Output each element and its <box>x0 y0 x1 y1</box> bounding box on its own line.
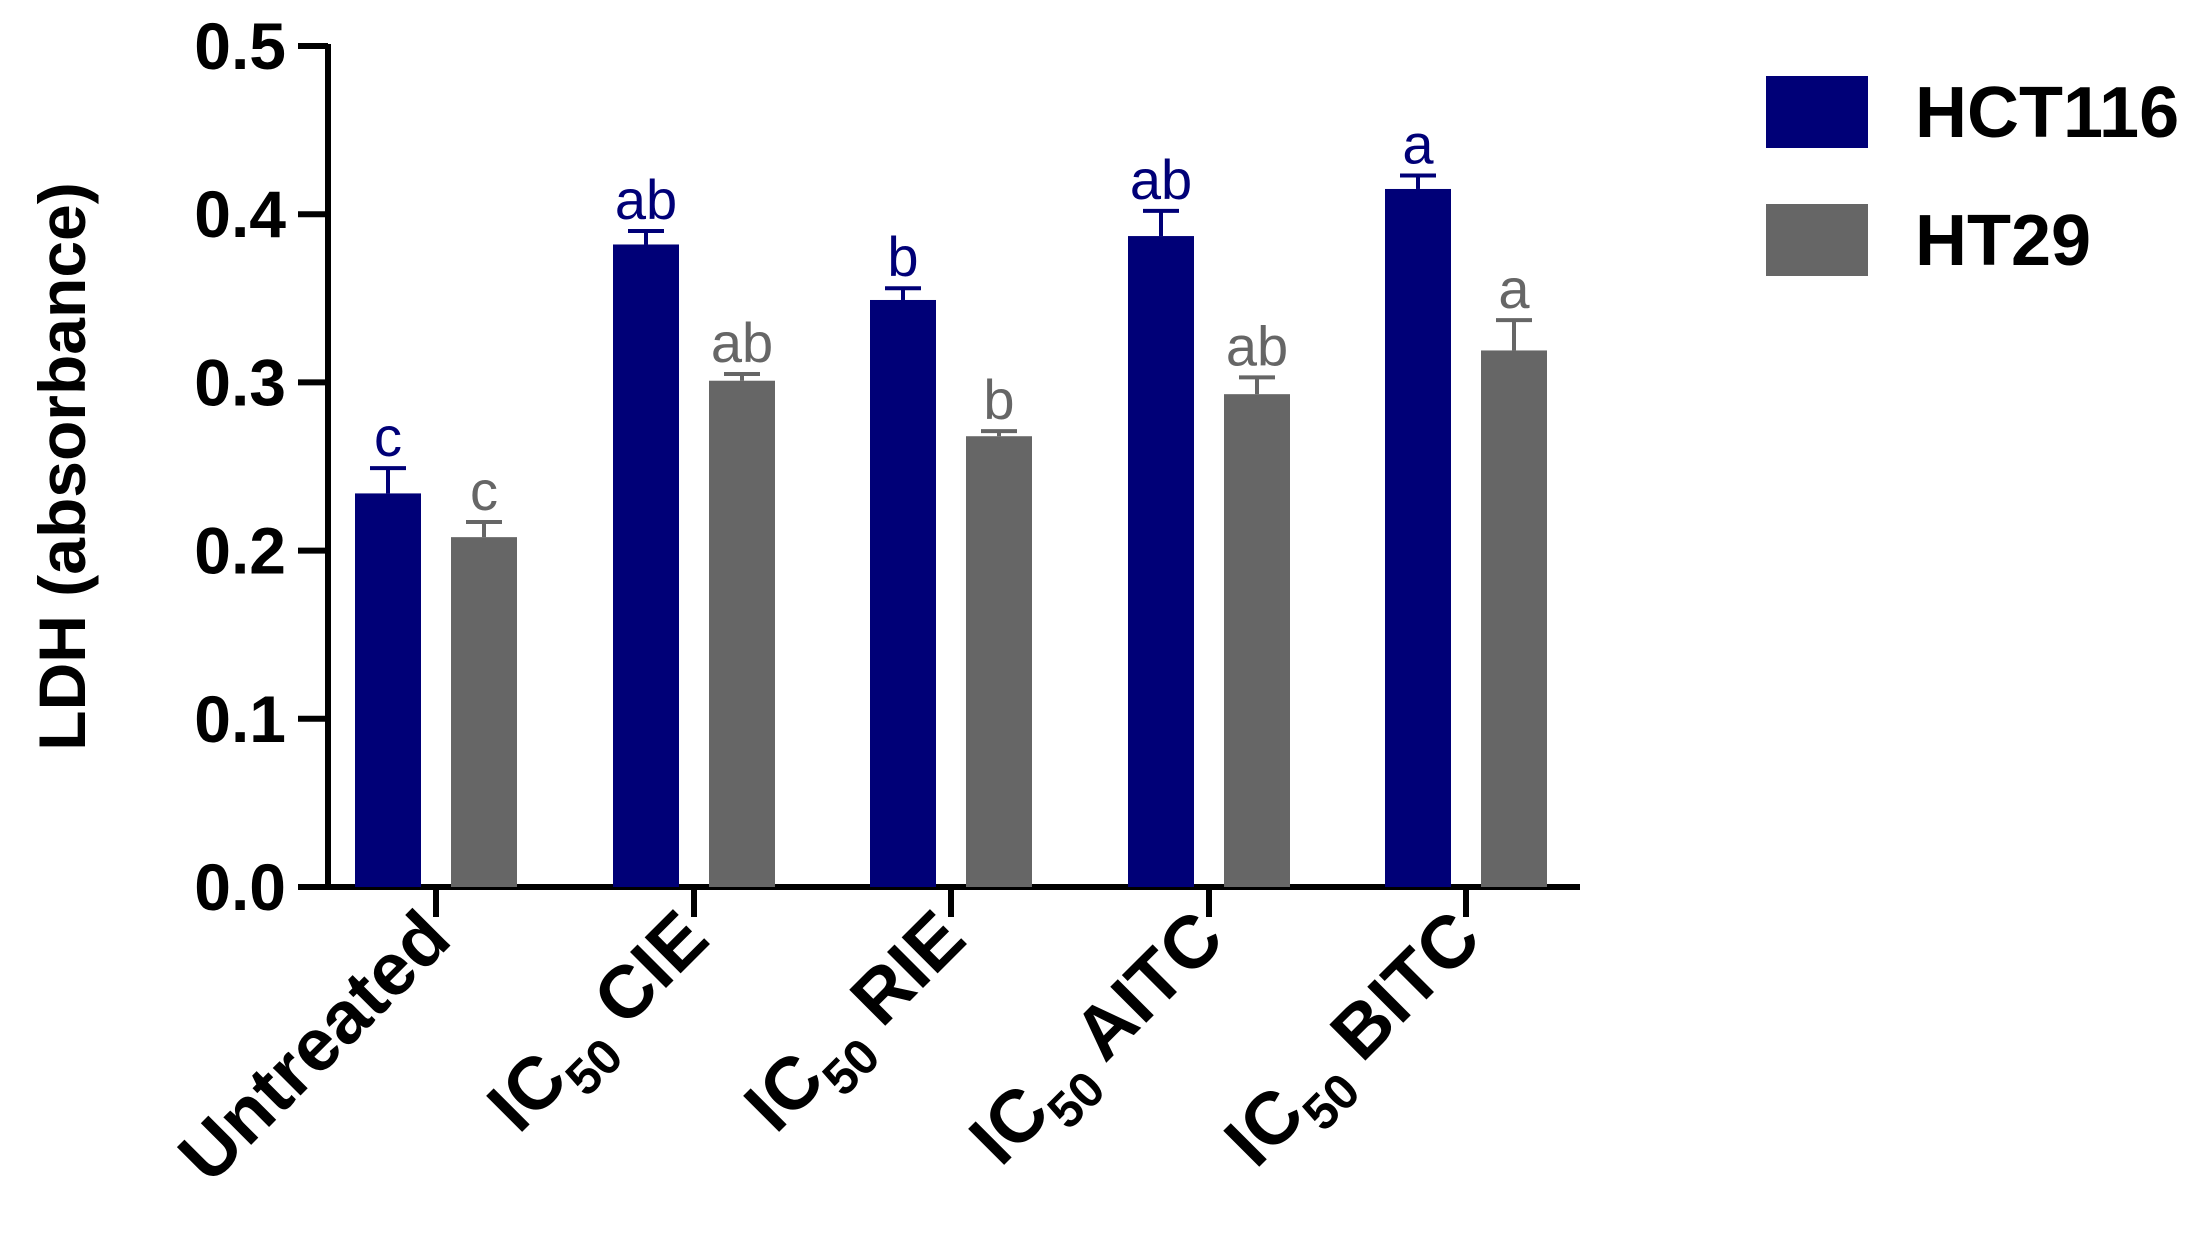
x-category-label: IC50 BITC <box>1208 895 1507 1194</box>
significance-label: c <box>374 405 402 468</box>
significance-label: ab <box>1226 314 1288 377</box>
significance-label: c <box>470 459 498 522</box>
significance-label: ab <box>711 311 773 374</box>
legend-label-hct116: HCT116 <box>1915 73 2179 153</box>
bar-ht29-1 <box>709 380 775 887</box>
y-axis-title: LDH (absorbance) <box>25 182 99 750</box>
legend-swatch-ht29 <box>1766 204 1868 276</box>
bar-ht29-0 <box>451 537 517 887</box>
significance-label: a <box>1402 113 1434 176</box>
y-tick-label: 0.1 <box>194 682 286 756</box>
bar-hct116-0 <box>355 493 421 887</box>
legend: HCT116 HT29 <box>1766 73 2179 281</box>
legend-swatch-hct116 <box>1766 76 1868 148</box>
y-tick-label: 0.0 <box>194 850 286 924</box>
legend-label-ht29: HT29 <box>1915 201 2091 281</box>
x-category-label: IC50 RIE <box>728 895 992 1159</box>
x-category-label: Untreated <box>162 895 465 1198</box>
bar-ht29-2 <box>966 436 1032 887</box>
bar-ht29-3 <box>1224 394 1290 887</box>
significance-label: b <box>887 225 918 288</box>
bar-hct116-1 <box>613 244 679 887</box>
x-category-label: IC50 AITC <box>953 895 1250 1192</box>
bar-hct116-2 <box>870 299 936 887</box>
y-tick-label: 0.4 <box>194 177 286 251</box>
bar-hct116-3 <box>1128 236 1194 888</box>
bars: c ab b ab a c ab b ab a <box>355 113 1547 888</box>
y-tick-label: 0.2 <box>194 514 286 588</box>
significance-label: ab <box>615 168 677 231</box>
bar-hct116-4 <box>1385 188 1451 888</box>
axes: 0.0 0.1 0.2 0.3 0.4 0.5 LDH (absorbance) <box>25 9 1580 924</box>
significance-label: a <box>1498 257 1530 320</box>
significance-label: b <box>983 368 1014 431</box>
bar-ht29-4 <box>1481 350 1547 887</box>
y-tick-label: 0.5 <box>194 9 286 83</box>
x-category-label: IC50 CIE <box>471 895 735 1159</box>
y-tick-label: 0.3 <box>194 345 286 419</box>
significance-label: ab <box>1130 148 1192 211</box>
